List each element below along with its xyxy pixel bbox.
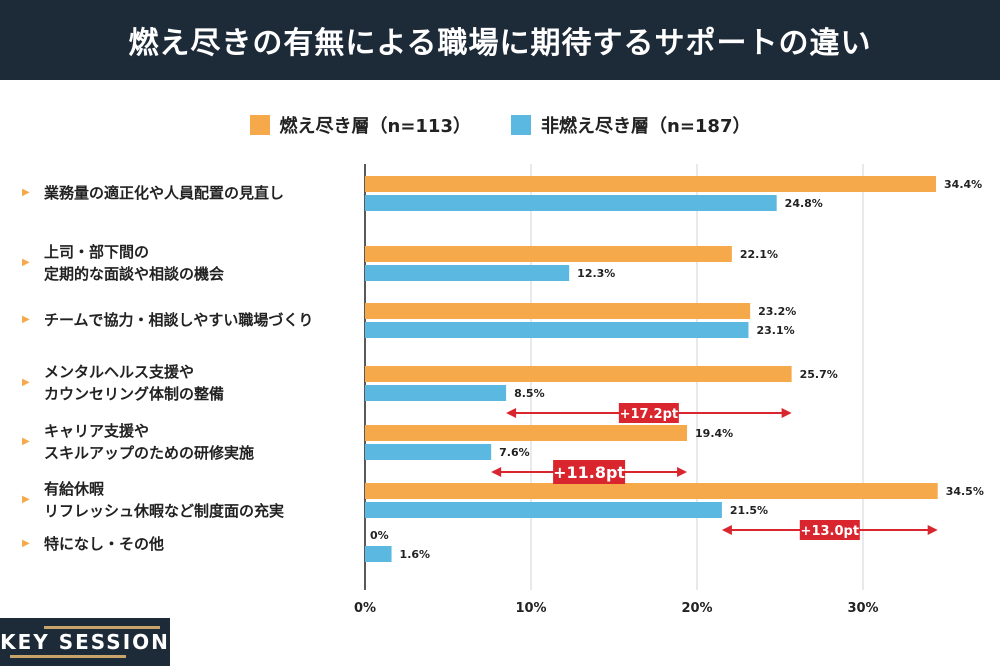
bullet-triangle-icon: ▶ — [22, 494, 30, 505]
bar-burnout — [365, 483, 938, 499]
data-label: 7.6% — [499, 446, 530, 459]
data-label: 1.6% — [400, 548, 431, 561]
arrowhead-right-icon — [677, 467, 688, 477]
category-text: 業務量の適正化や人員配置の見直し — [44, 184, 285, 202]
category-label: ▶ 有給休暇 リフレッシュ休暇など制度面の充実 — [22, 478, 284, 522]
chart-title: 燃え尽きの有無による職場に期待するサポートの違い — [0, 0, 1000, 80]
bar-non-burnout — [365, 265, 570, 281]
data-label: 24.8% — [785, 197, 823, 210]
legend-item-non-burnout: 非燃え尽き層（n=187） — [511, 112, 750, 138]
bar-burnout — [365, 246, 732, 262]
data-label: 21.5% — [730, 504, 768, 517]
category-text: キャリア支援や スキルアップのための研修実施 — [44, 422, 255, 462]
category-text: 有給休暇 リフレッシュ休暇など制度面の充実 — [44, 480, 285, 520]
legend-label: 非燃え尽き層（n=187） — [541, 116, 751, 137]
bar-non-burnout — [365, 444, 492, 460]
bullet-triangle-icon: ▶ — [22, 257, 30, 268]
difference-label: +17.2pt — [620, 407, 679, 422]
category-label: ▶ 特になし・その他 — [22, 533, 164, 555]
data-label: 23.2% — [758, 305, 796, 318]
legend-item-burnout: 燃え尽き層（n=113） — [249, 112, 471, 138]
data-label: 0% — [370, 529, 389, 542]
data-label: 25.7% — [800, 368, 838, 381]
x-tick-label: 0% — [354, 601, 376, 616]
x-tick-label: 30% — [847, 601, 878, 616]
data-label: 8.5% — [514, 387, 545, 400]
bar-non-burnout — [365, 322, 749, 338]
data-label: 22.1% — [740, 248, 778, 261]
logo: KEY SESSION — [0, 618, 170, 666]
data-label: 19.4% — [695, 427, 733, 440]
arrowhead-left-icon — [491, 467, 502, 477]
data-label: 23.1% — [756, 324, 794, 337]
arrowhead-right-icon — [781, 408, 792, 418]
legend-swatch — [511, 115, 531, 135]
difference-badge — [618, 403, 679, 423]
x-tick-label: 20% — [681, 601, 712, 616]
bar-non-burnout — [365, 546, 392, 562]
difference-badge — [553, 460, 626, 484]
data-label: 12.3% — [577, 267, 615, 280]
category-label: ▶ 業務量の適正化や人員配置の見直し — [22, 182, 284, 204]
bullet-triangle-icon: ▶ — [22, 187, 30, 198]
bar-non-burnout — [365, 385, 507, 401]
legend-label: 燃え尽き層（n=113） — [279, 116, 471, 137]
category-label: ▶ チームで協力・相談しやすい職場づくり — [22, 309, 313, 331]
arrowhead-right-icon — [927, 525, 938, 535]
category-text: 上司・部下間の 定期的な面談や相談の機会 — [44, 243, 225, 283]
arrowhead-left-icon — [506, 408, 517, 418]
difference-label: +13.0pt — [801, 524, 860, 539]
difference-badge — [799, 520, 860, 540]
category-text: 特になし・その他 — [44, 535, 165, 553]
category-text: メンタルヘルス支援や カウンセリング体制の整備 — [44, 363, 225, 403]
data-label: 34.5% — [946, 485, 984, 498]
category-label: ▶ キャリア支援や スキルアップのための研修実施 — [22, 420, 254, 464]
bar-burnout — [365, 425, 688, 441]
category-label: ▶ メンタルヘルス支援や カウンセリング体制の整備 — [22, 361, 224, 405]
bullet-triangle-icon: ▶ — [22, 314, 30, 325]
legend-swatch — [249, 115, 270, 135]
bar-burnout — [365, 176, 937, 192]
category-text: チームで協力・相談しやすい職場づくり — [44, 311, 314, 329]
bar-non-burnout — [365, 195, 777, 211]
difference-label: +11.8pt — [553, 463, 625, 482]
arrowhead-left-icon — [721, 525, 732, 535]
data-label: 34.4% — [944, 178, 982, 191]
bar-non-burnout — [365, 502, 722, 518]
logo-text: KEY SESSION — [0, 630, 170, 654]
bar-burnout — [365, 303, 751, 319]
category-label: ▶ 上司・部下間の 定期的な面談や相談の機会 — [22, 241, 224, 285]
bar-burnout — [365, 366, 792, 382]
bullet-triangle-icon: ▶ — [22, 377, 30, 388]
bullet-triangle-icon: ▶ — [22, 436, 30, 447]
legend: 燃え尽き層（n=113） 非燃え尽き層（n=187） — [0, 112, 1000, 138]
bullet-triangle-icon: ▶ — [22, 538, 30, 549]
x-tick-label: 10% — [515, 601, 546, 616]
